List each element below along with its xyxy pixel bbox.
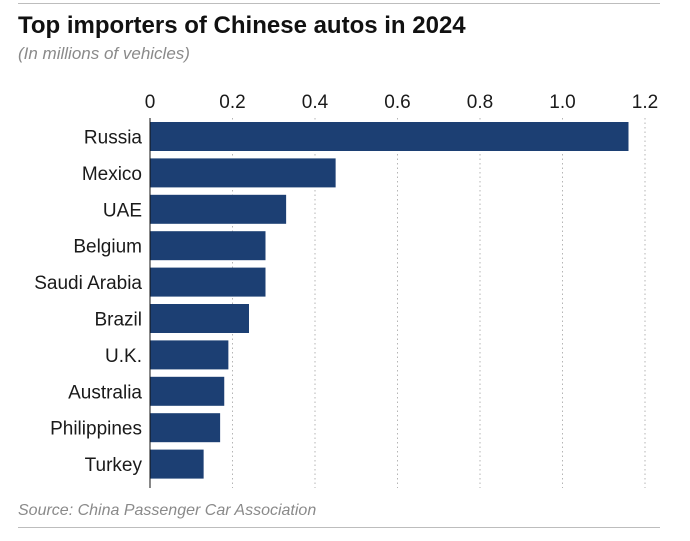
category-label: Belgium xyxy=(73,237,142,258)
source-note: Source: China Passenger Car Association xyxy=(18,502,317,519)
category-label: Saudi Arabia xyxy=(34,273,142,294)
bar xyxy=(150,304,249,333)
chart-title: Top importers of Chinese autos in 2024 xyxy=(18,12,466,39)
bar xyxy=(150,449,204,479)
category-label: Australia xyxy=(68,382,142,403)
bar xyxy=(150,122,629,151)
x-tick-label: 0.2 xyxy=(219,92,245,113)
bar xyxy=(150,376,225,406)
x-tick-label: 0 xyxy=(145,92,156,113)
x-tick-label: 1.0 xyxy=(549,92,575,113)
category-label: Turkey xyxy=(85,455,143,476)
x-tick-label: 0.8 xyxy=(467,92,493,113)
category-label: Philippines xyxy=(50,419,142,440)
bar xyxy=(150,413,221,443)
bottom-rule xyxy=(18,527,660,528)
chart-subtitle: (In millions of vehicles) xyxy=(18,44,190,63)
bar xyxy=(150,267,266,297)
category-label: Russia xyxy=(84,128,143,149)
category-label: Brazil xyxy=(94,310,142,331)
x-tick-label: 0.4 xyxy=(302,92,329,113)
bar xyxy=(150,231,266,261)
category-label: UAE xyxy=(103,200,142,221)
category-label: U.K. xyxy=(105,346,142,367)
bar xyxy=(150,158,336,188)
category-label: Mexico xyxy=(82,164,142,185)
top-rule xyxy=(18,3,660,4)
bar-chart: 0 0.2 0.4 0.6 0.8 1.0 1.2 Russia Mexico UAE Belgiu… xyxy=(34,92,658,488)
bar xyxy=(150,194,287,224)
x-tick-label: 1.2 xyxy=(632,92,658,113)
x-tick-label: 0.6 xyxy=(384,92,410,113)
bar xyxy=(150,340,229,370)
